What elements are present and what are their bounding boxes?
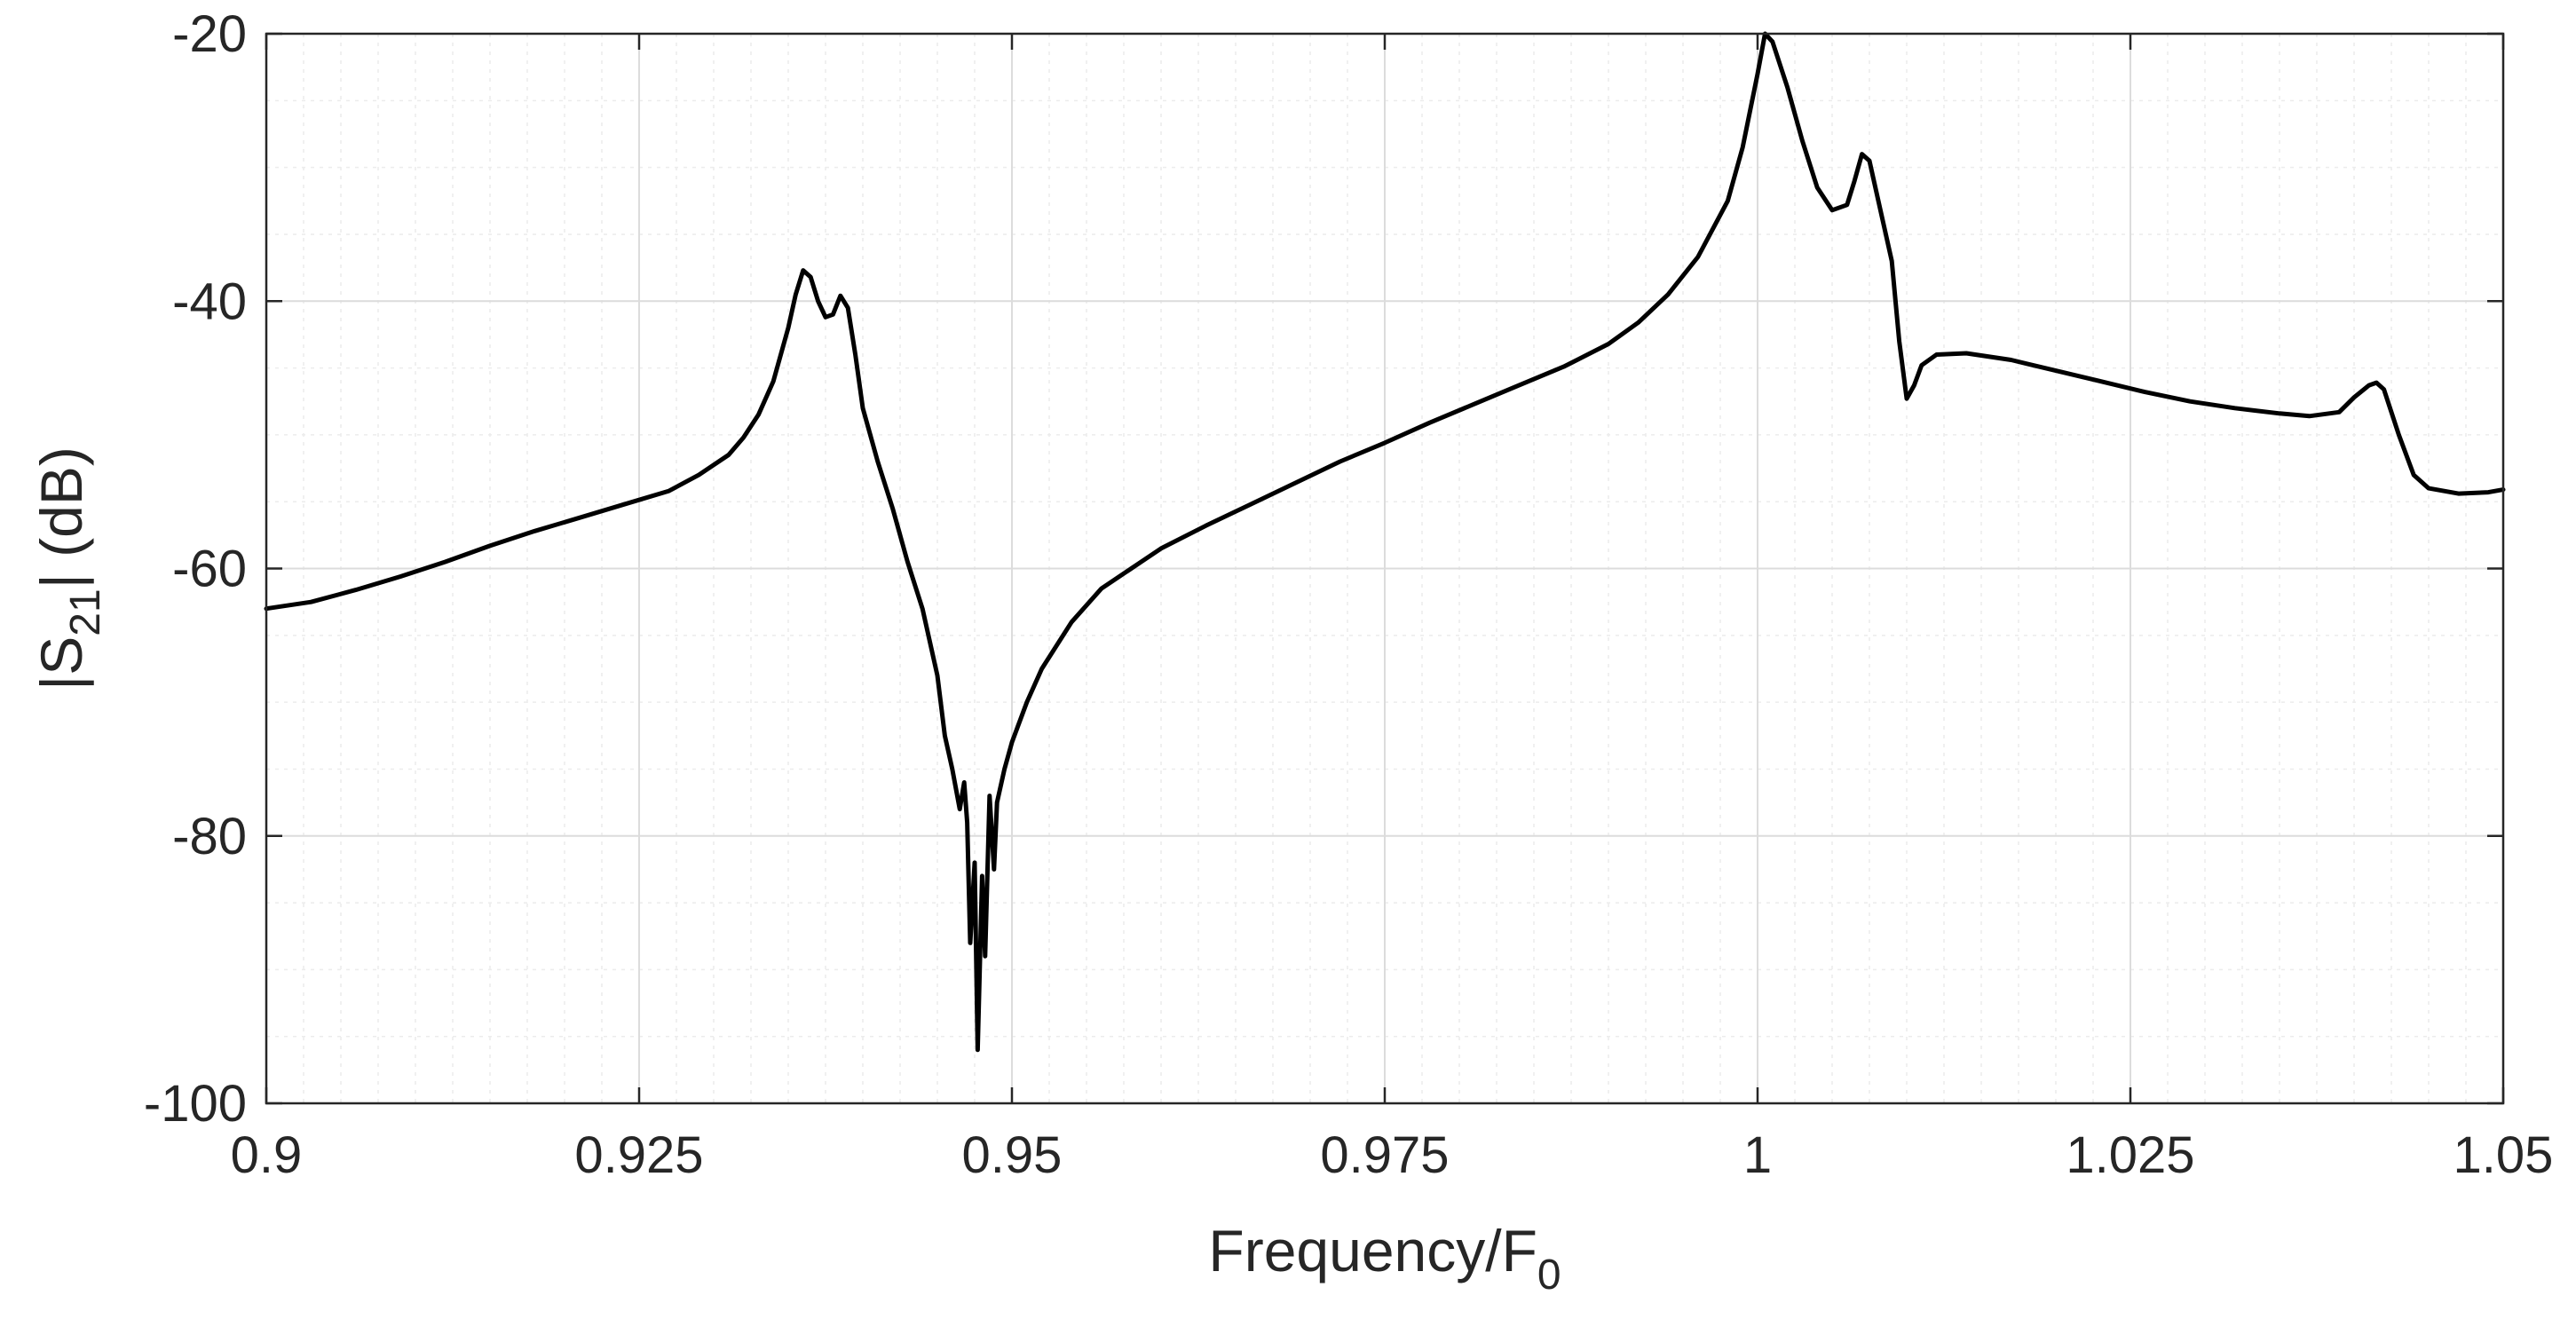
y-axis-title-prefix: |S [28, 636, 94, 691]
y-tick-label: -40 [172, 272, 247, 330]
x-axis-title: Frequency/F0 [1208, 1218, 1561, 1299]
x-tick-label: 0.975 [1320, 1126, 1449, 1184]
x-tick-label: 1.025 [2066, 1126, 2194, 1184]
series-line-s21 [264, 31, 2506, 1053]
y-tick-label: -80 [172, 808, 247, 865]
series-layer [264, 31, 2506, 1053]
x-tick-label: 0.9 [231, 1126, 303, 1184]
y-tick-label: -100 [144, 1075, 247, 1133]
x-axis-tick-labels: 0.9 0.925 0.95 0.975 1 1.025 1.05 [231, 1126, 2554, 1184]
x-tick-label: 0.95 [962, 1126, 1063, 1184]
y-axis-title-subscript: 21 [62, 588, 109, 636]
y-tick-label: -20 [172, 5, 247, 63]
y-axis-tick-labels: -100 -80 -60 -40 -20 [144, 5, 247, 1133]
x-axis-title-subscript: 0 [1537, 1252, 1561, 1299]
x-axis-title-main: Frequency/F [1208, 1218, 1537, 1283]
tick-marks [265, 32, 2505, 1105]
x-tick-label: 0.925 [574, 1126, 703, 1184]
y-axis-title: |S21| (dB) [28, 446, 109, 691]
y-tick-label: -60 [172, 541, 247, 598]
x-tick-label: 1.05 [2454, 1126, 2554, 1184]
y-axis-title-suffix: | (dB) [28, 446, 94, 588]
x-tick-label: 1 [1743, 1126, 1772, 1184]
